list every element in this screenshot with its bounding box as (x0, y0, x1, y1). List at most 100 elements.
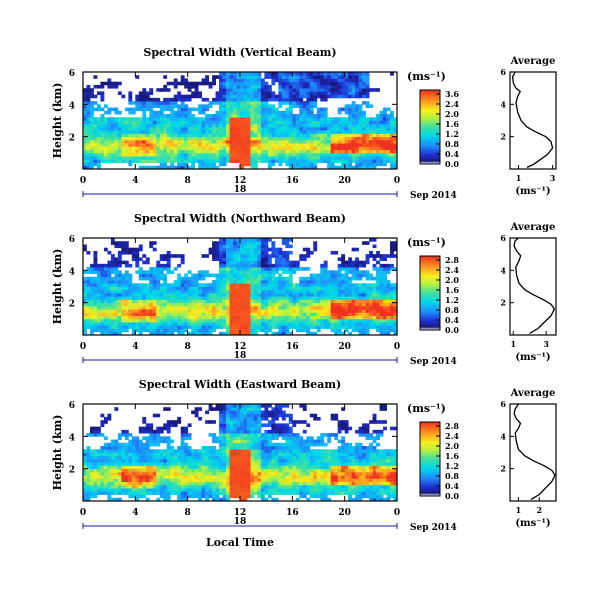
heatmap-cell (139, 446, 143, 450)
heatmap-cell (90, 491, 94, 495)
heatmap-cell (170, 423, 174, 427)
heatmap-cell (125, 277, 129, 281)
heatmap-cell (271, 277, 275, 281)
heatmap-cell (310, 82, 314, 86)
heatmap-cell (275, 124, 279, 128)
heatmap-cell (268, 140, 272, 144)
heatmap-cell (230, 261, 234, 265)
heatmap-cell (188, 423, 192, 427)
heatmap-cell (310, 303, 314, 307)
heatmap-cell (268, 290, 272, 294)
heatmap-cell (257, 329, 261, 333)
heatmap-cell (135, 130, 139, 134)
heatmap-cell (139, 462, 143, 466)
heatmap-cell (369, 159, 373, 163)
heatmap-cell (160, 322, 164, 326)
heatmap-cell (355, 329, 359, 333)
heatmap-cell (212, 306, 216, 310)
heatmap-cell (121, 488, 125, 492)
heatmap-cell (247, 319, 251, 323)
heatmap-cell (230, 322, 234, 326)
heatmap-cell (306, 143, 310, 147)
heatmap-cell (188, 303, 192, 307)
heatmap-cell (181, 98, 185, 102)
heatmap-cell (331, 280, 335, 284)
heatmap-cell (240, 306, 244, 310)
heatmap-cell (111, 287, 115, 291)
heatmap-cell (188, 82, 192, 86)
heatmap-cell (118, 117, 122, 121)
heatmap-cell (160, 296, 164, 300)
heatmap-cell (125, 478, 129, 482)
heatmap-cell (226, 133, 230, 137)
heatmap-cell (181, 319, 185, 323)
heatmap-cell (198, 274, 202, 278)
heatmap-cell (149, 156, 153, 160)
heatmap-cell (114, 287, 118, 291)
heatmap-cell (275, 127, 279, 131)
heatmap-cell (345, 75, 349, 79)
heatmap-cell (191, 465, 195, 469)
heatmap-cell (324, 293, 328, 297)
heatmap-cell (181, 121, 185, 125)
heatmap-cell (153, 156, 157, 160)
colorbar-tick-label: 1.2 (445, 129, 459, 139)
heatmap-cell (254, 290, 258, 294)
heatmap-cell (275, 296, 279, 300)
heatmap-cell (114, 82, 118, 86)
heatmap-cell (188, 485, 192, 489)
heatmap-cell (132, 482, 136, 486)
heatmap-cell (114, 296, 118, 300)
heatmap-cell (285, 150, 289, 154)
heatmap-cell (216, 117, 220, 121)
heatmap-cell (380, 322, 384, 326)
heatmap-cell (334, 143, 338, 147)
heatmap-cell (352, 293, 356, 297)
heatmap-cell (313, 163, 317, 167)
heatmap-cell (118, 124, 122, 128)
heatmap-cell (303, 121, 307, 125)
heatmap-cell (170, 117, 174, 121)
heatmap-cell (240, 325, 244, 329)
heatmap-cell (174, 111, 178, 115)
heatmap-cell (338, 124, 342, 128)
heatmap-cell (149, 137, 153, 141)
heatmap-cell (93, 495, 97, 499)
heatmap-cell (118, 456, 122, 460)
heatmap-cell (366, 78, 370, 82)
heatmap-cell (219, 248, 223, 252)
heatmap-cell (226, 316, 230, 320)
heatmap-cell (338, 264, 342, 268)
heatmap-cell (188, 475, 192, 479)
heatmap-cell (111, 329, 115, 333)
heatmap-cell (181, 440, 185, 444)
heatmap-cell (289, 322, 293, 326)
heatmap-cell (324, 274, 328, 278)
heatmap-cell (114, 453, 118, 457)
heatmap-cell (310, 130, 314, 134)
heatmap-cell (331, 156, 335, 160)
heatmap-cell (359, 130, 363, 134)
heatmap-cell (90, 287, 94, 291)
heatmap-cell (177, 306, 181, 310)
heatmap-cell (146, 150, 150, 154)
heatmap-cell (292, 296, 296, 300)
heatmap-cell (247, 150, 251, 154)
heatmap-cell (188, 478, 192, 482)
heatmap-cell (233, 322, 237, 326)
heatmap-cell (174, 309, 178, 313)
heatmap-cell (264, 130, 268, 134)
heatmap-cell (223, 309, 227, 313)
heatmap-cell (184, 95, 188, 99)
heatmap-cell (216, 124, 220, 128)
heatmap-cell (285, 296, 289, 300)
heatmap-cell (233, 108, 237, 112)
heatmap-cell (240, 150, 244, 154)
heatmap-cell (205, 98, 209, 102)
heatmap-cell (240, 248, 244, 252)
heatmap-cell (174, 117, 178, 121)
heatmap-cell (303, 280, 307, 284)
heatmap-cell (282, 312, 286, 316)
heatmap-cell (132, 133, 136, 137)
heatmap-cell (163, 293, 167, 297)
